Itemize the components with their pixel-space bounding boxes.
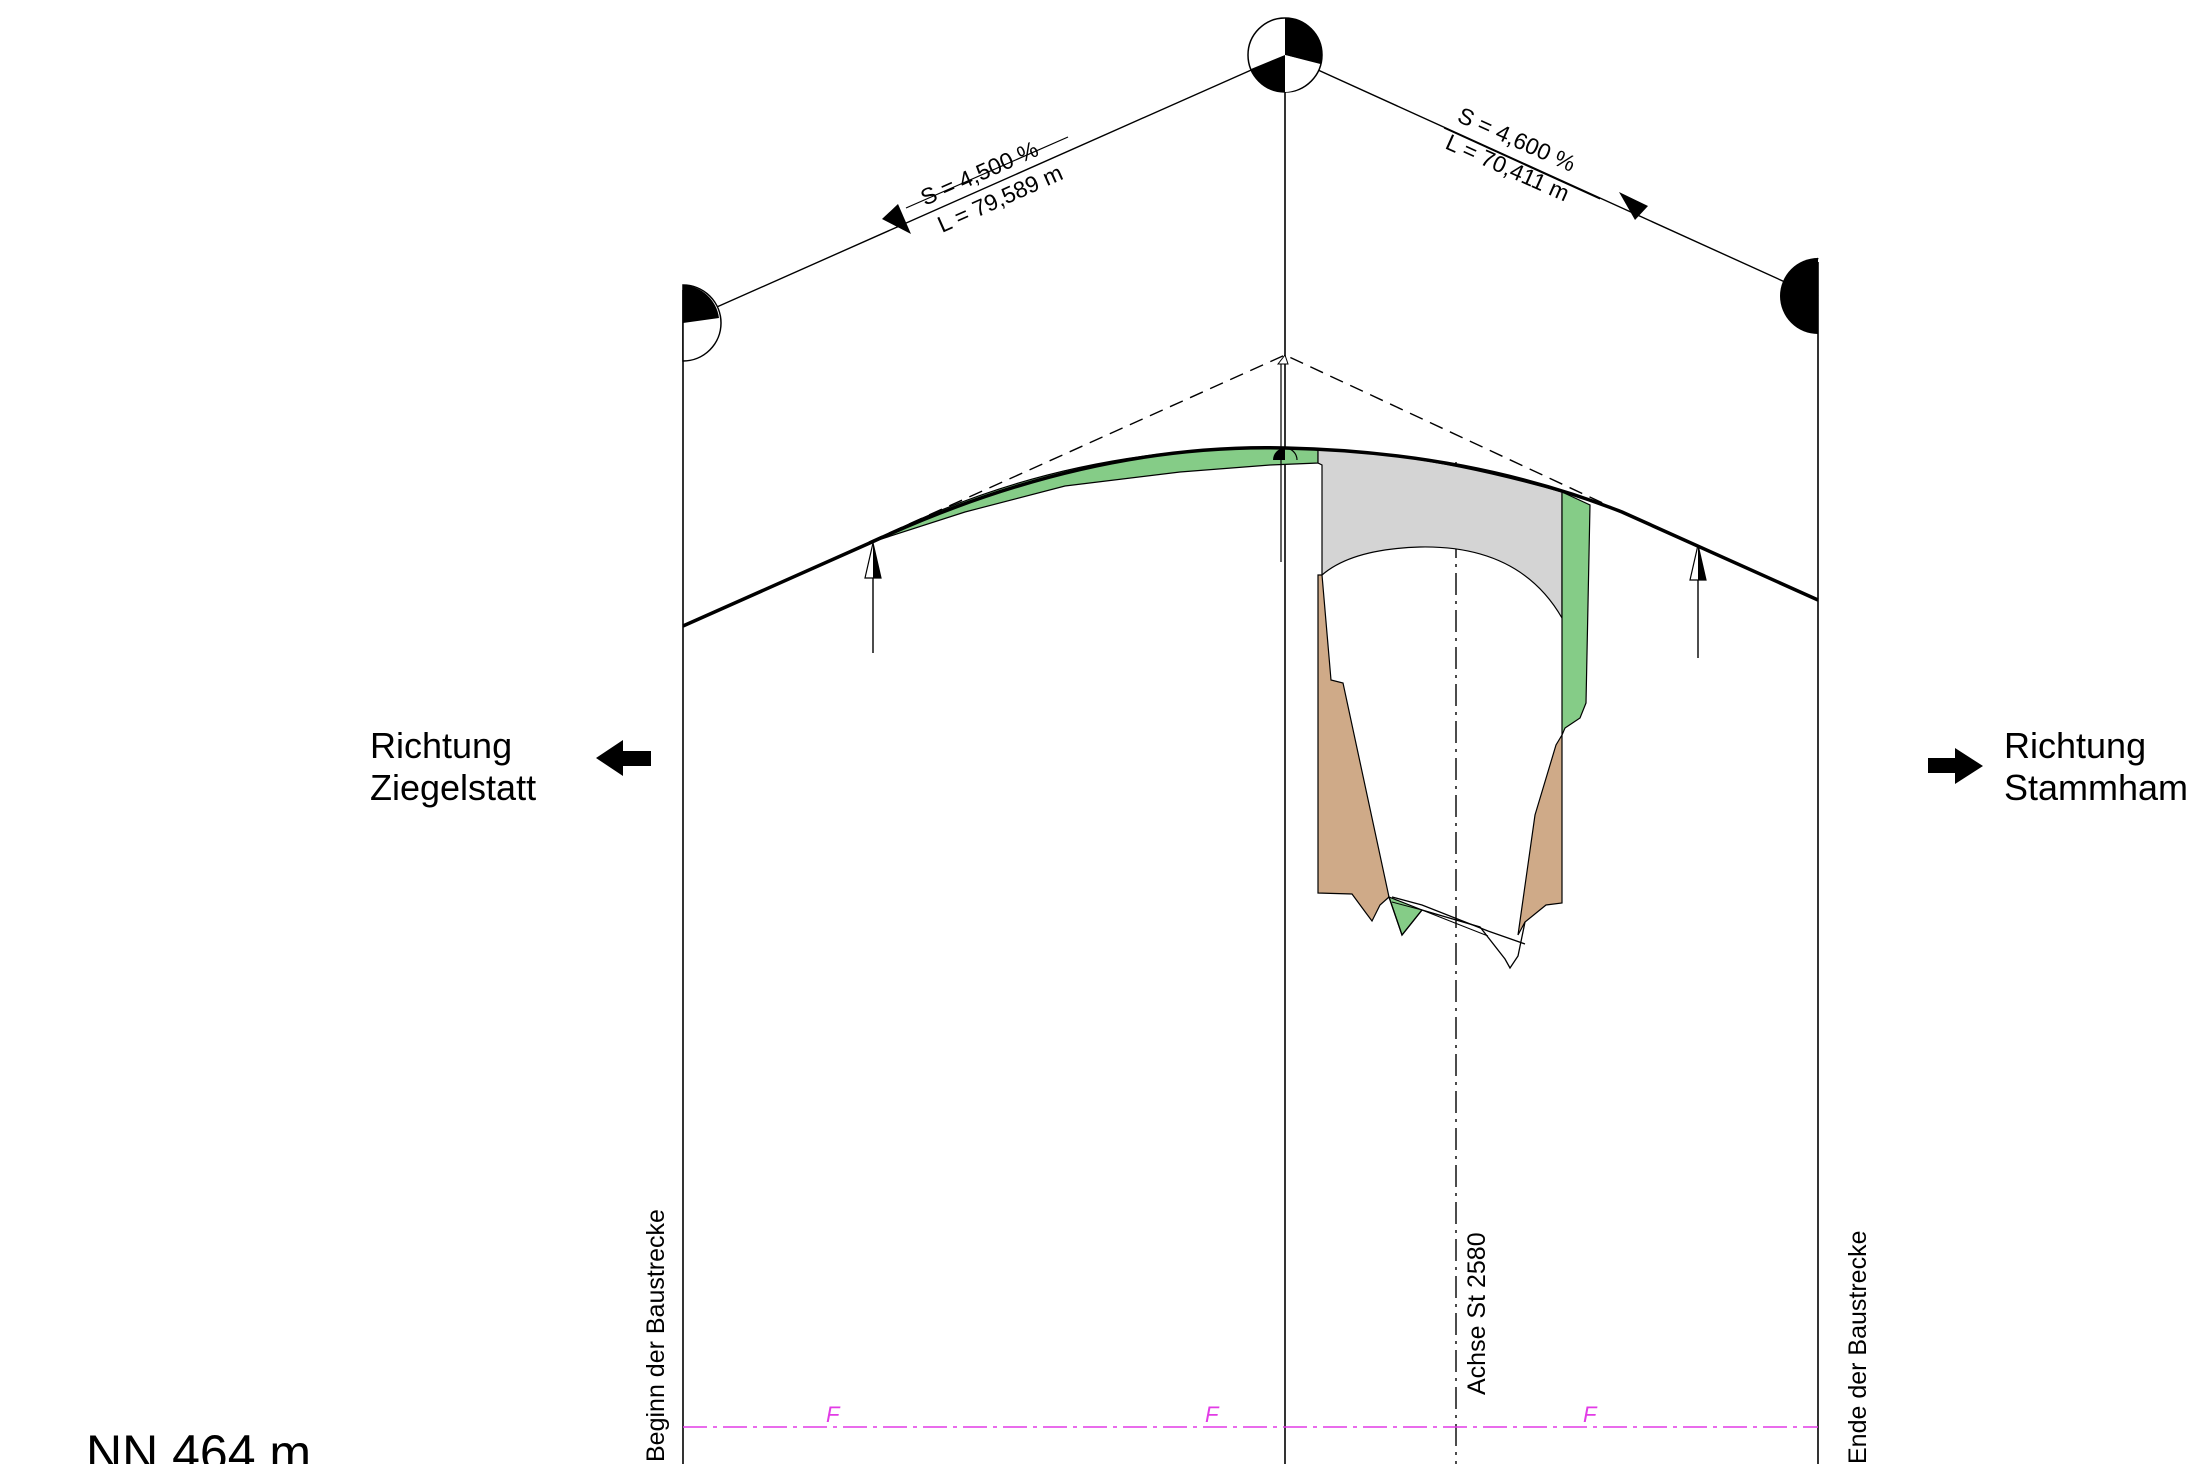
brown-fill-right [1517,732,1563,936]
right-grade-tangent [1284,54,1819,298]
left-grade-text-underline [905,136,1069,209]
survey-point-icon-vertex [1247,17,1323,93]
direction-left-line1: Richtung [370,725,512,766]
curve-end-arrow-icon [1689,544,1707,658]
start-station-label: Beginn der Baustrecke [642,1209,670,1462]
road-profile-curve [682,446,1819,628]
brown-fill-left [1317,574,1390,923]
end-station-label: Ende der Baustrecke [1844,1231,1872,1464]
axis-station-label: Achse St 2580 [1463,1232,1491,1395]
arrow-left-icon [596,740,651,776]
green-fill-left [871,447,1319,543]
ditch-terrain-line [1388,896,1526,970]
curve-start-arrow-icon [864,542,882,653]
direction-left-line2: Ziegelstatt [370,767,536,808]
direction-right-line1: Richtung [2004,725,2146,766]
direction-right-line2: Stammham [2004,767,2188,808]
left-grade-tangent [682,54,1286,323]
right-grade-arrow-icon [1619,192,1648,220]
green-fill-right [1561,491,1591,736]
survey-point-icon-end [1780,257,1819,334]
ditch-deck-line-2 [1391,901,1489,937]
ditch-deck-line [1391,896,1526,945]
right-grade-text-underline [1443,127,1601,200]
grey-fill [1317,449,1563,621]
boundary-marker-2: F [1205,1402,1220,1427]
datum-label: NN 464 m [86,1425,311,1464]
boundary-marker-1: F [826,1402,841,1427]
survey-point-icon-start [682,284,722,362]
curve-vertex-arrow-icon [1276,353,1289,562]
boundary-marker-3: F [1583,1402,1598,1427]
crown-point-icon [1273,447,1298,461]
arrow-right-icon [1928,748,1983,784]
left-grade-arrow-icon [882,204,911,234]
